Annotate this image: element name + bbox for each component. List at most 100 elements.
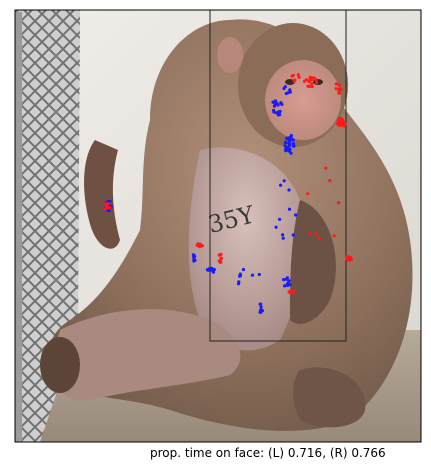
left-eye-gaze-point — [192, 254, 196, 258]
left-eye-gaze-point — [282, 86, 286, 91]
right-eye-gaze-point — [296, 73, 300, 77]
left-eye-gaze-point — [291, 233, 295, 237]
right-eye-gaze-point — [200, 244, 204, 248]
right-eye-gaze-point — [334, 82, 338, 86]
left-eye-gaze-point — [282, 179, 286, 183]
monkey-photo: 35Y — [15, 10, 421, 442]
right-eye-gaze-point — [306, 192, 310, 196]
right-eye-gaze-point — [195, 243, 199, 247]
right-eye-gaze-point — [315, 81, 319, 85]
right-eye-gaze-point — [337, 91, 341, 95]
left-eye-gaze-point — [272, 104, 277, 108]
left-eye-gaze-point — [241, 267, 246, 272]
left-eye-gaze-point — [281, 236, 285, 240]
left-eye-gaze-point — [288, 283, 292, 287]
left-eye-gaze-point — [291, 138, 295, 142]
right-eye-gaze-point — [337, 87, 341, 91]
left-eye-gaze-point — [238, 272, 242, 276]
left-eye-gaze-point — [279, 183, 283, 187]
left-eye-gaze-point — [294, 213, 298, 217]
left-eye-gaze-point — [281, 233, 285, 237]
right-eye-gaze-point — [290, 74, 294, 78]
monkey-ear — [217, 37, 243, 73]
monkey-right-arm — [290, 200, 336, 324]
gaze-points — [103, 73, 353, 314]
right-eye-gaze-point — [342, 120, 347, 124]
left-eye-gaze-point — [288, 90, 292, 94]
left-eye-gaze-point — [289, 151, 293, 155]
right-eye-gaze-point — [337, 201, 341, 205]
left-eye-gaze-point — [286, 137, 290, 141]
monkey-left-arm — [84, 140, 120, 249]
left-eye-gaze-point — [283, 140, 288, 144]
left-eye-gaze-point — [276, 103, 280, 107]
left-eye-gaze-point — [277, 110, 281, 114]
left-eye-gaze-point — [283, 144, 287, 148]
left-eye-gaze-point — [288, 142, 292, 146]
left-eye-gaze-point — [212, 267, 216, 272]
left-eye-gaze-point — [289, 134, 293, 138]
left-eye-gaze-point — [285, 282, 289, 287]
right-eye-gaze-point — [334, 87, 338, 91]
right-eye-gaze-point — [336, 120, 340, 124]
left-eye-gaze-point — [259, 305, 263, 309]
left-eye-gaze-point — [287, 188, 291, 192]
left-eye-gaze-point — [272, 110, 276, 114]
right-eye-gaze-point — [308, 78, 312, 82]
right-eye-gaze-point — [342, 124, 346, 128]
right-eye-gaze-point — [219, 256, 224, 260]
right-eye-gaze-point — [338, 116, 342, 121]
monkey-eye-left — [285, 79, 295, 85]
left-eye-gaze-point — [284, 277, 288, 281]
monkey-belly — [188, 147, 304, 351]
left-eye-gaze-point — [108, 199, 112, 203]
left-eye-gaze-point — [193, 258, 197, 262]
left-eye-gaze-point — [274, 111, 278, 115]
right-eye-gaze-point — [103, 207, 107, 211]
right-eye-gaze-point — [293, 78, 297, 82]
right-eye-gaze-point — [297, 75, 301, 79]
left-eye-gaze-point — [260, 309, 264, 313]
left-eye-gaze-point — [257, 272, 261, 277]
monkey-foot — [40, 337, 80, 393]
right-eye-gaze-point — [308, 231, 312, 235]
right-eye-gaze-point — [292, 289, 296, 293]
left-eye-gaze-point — [287, 279, 291, 283]
right-eye-gaze-point — [310, 85, 314, 89]
left-eye-gaze-point — [283, 284, 287, 288]
monkey-face — [265, 60, 341, 140]
right-eye-gaze-point — [345, 257, 349, 261]
monkey-tail — [293, 367, 366, 428]
left-eye-gaze-point — [282, 278, 286, 282]
left-eye-gaze-point — [274, 225, 278, 229]
left-eye-gaze-point — [207, 267, 211, 271]
left-eye-gaze-point — [258, 302, 262, 306]
left-eye-gaze-point — [211, 270, 216, 274]
left-eye-gaze-point — [278, 217, 282, 221]
right-eye-gaze-point — [302, 79, 307, 83]
monkey-leg — [54, 309, 241, 401]
right-eye-gaze-point — [287, 290, 291, 294]
right-eye-gaze-point — [105, 206, 110, 210]
face-time-caption: prop. time on face: (L) 0.716, (R) 0.766 — [150, 446, 386, 460]
right-eye-gaze-point — [314, 232, 318, 236]
right-eye-gaze-point — [219, 252, 223, 256]
right-eye-gaze-point — [332, 234, 336, 238]
right-eye-gaze-point — [328, 179, 332, 183]
left-eye-gaze-point — [237, 282, 241, 286]
right-eye-gaze-point — [312, 76, 316, 80]
right-eye-gaze-point — [339, 121, 343, 125]
left-eye-gaze-point — [276, 113, 280, 117]
right-eye-gaze-point — [348, 256, 352, 260]
axes-frame — [14, 9, 422, 443]
left-eye-gaze-point — [280, 102, 284, 106]
right-eye-gaze-point — [345, 255, 349, 259]
fence-post — [15, 12, 22, 442]
right-eye-gaze-point — [317, 236, 322, 240]
left-eye-gaze-point — [284, 149, 288, 153]
right-eye-gaze-point — [306, 84, 310, 88]
left-eye-gaze-point — [287, 207, 292, 211]
right-eye-gaze-point — [104, 203, 108, 207]
left-eye-gaze-point — [292, 144, 296, 148]
